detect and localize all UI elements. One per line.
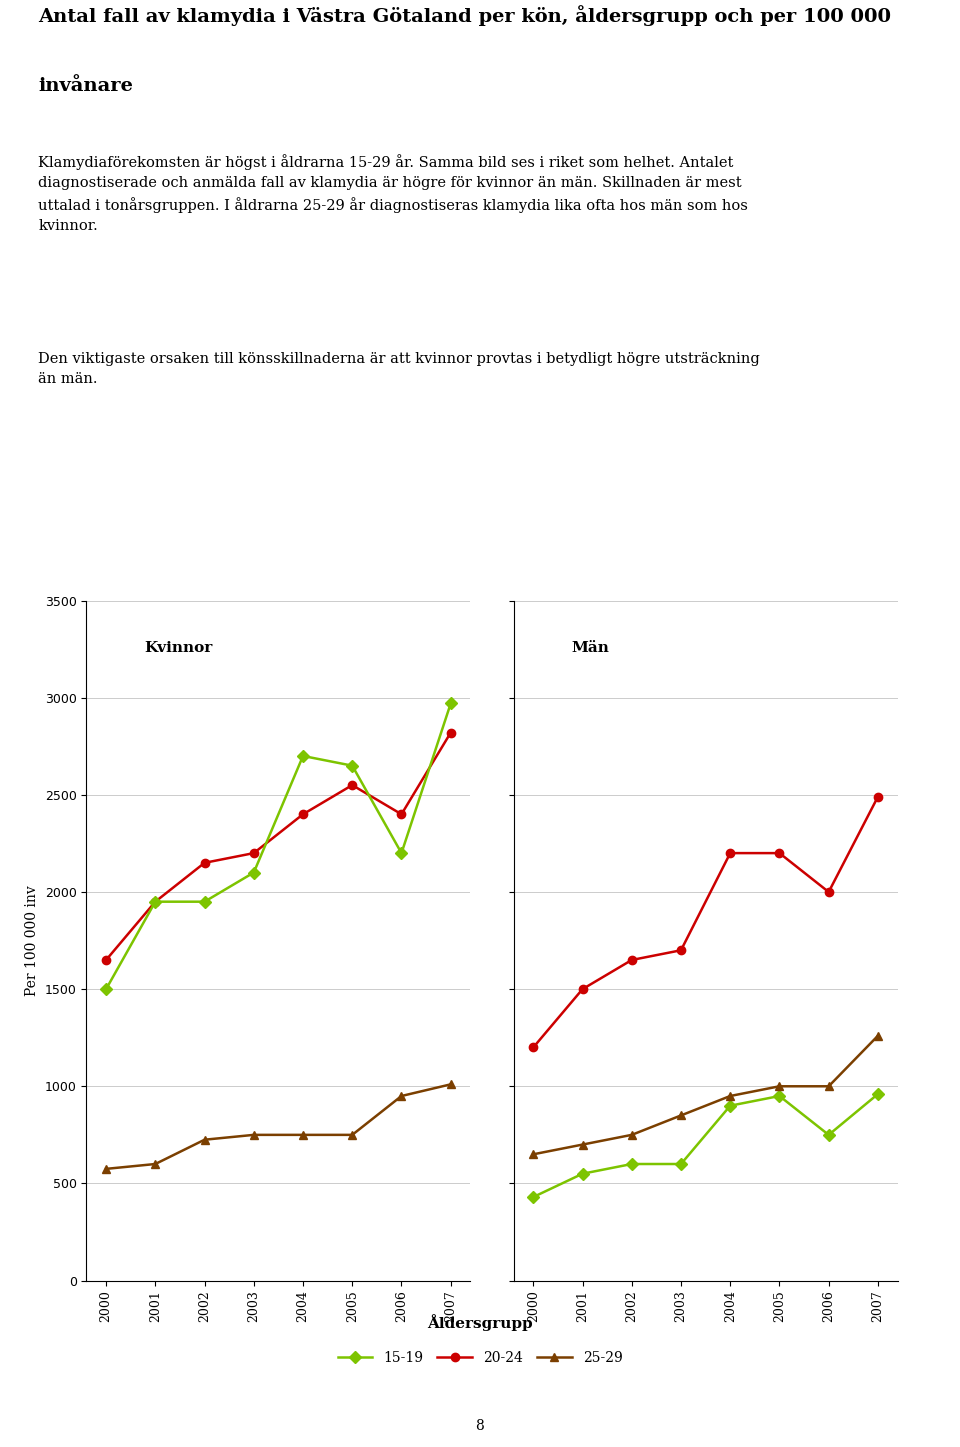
Text: Män: Män xyxy=(571,641,609,655)
Text: Åldersgrupp: Åldersgrupp xyxy=(427,1314,533,1331)
Text: 8: 8 xyxy=(475,1418,485,1433)
Text: Den viktigaste orsaken till könsskillnaderna är att kvinnor provtas i betydligt : Den viktigaste orsaken till könsskillnad… xyxy=(38,352,760,386)
Legend: 15-19, 20-24, 25-29: 15-19, 20-24, 25-29 xyxy=(332,1346,628,1370)
Text: Klamydiaförekomsten är högst i åldrarna 15-29 år. Samma bild ses i riket som hel: Klamydiaförekomsten är högst i åldrarna … xyxy=(38,153,748,233)
Text: Antal fall av klamydia i Västra Götaland per kön, åldersgrupp och per 100 000: Antal fall av klamydia i Västra Götaland… xyxy=(38,6,892,26)
Text: invånare: invånare xyxy=(38,77,133,96)
Y-axis label: Per 100 000 inv: Per 100 000 inv xyxy=(25,886,39,996)
Text: Kvinnor: Kvinnor xyxy=(144,641,212,655)
